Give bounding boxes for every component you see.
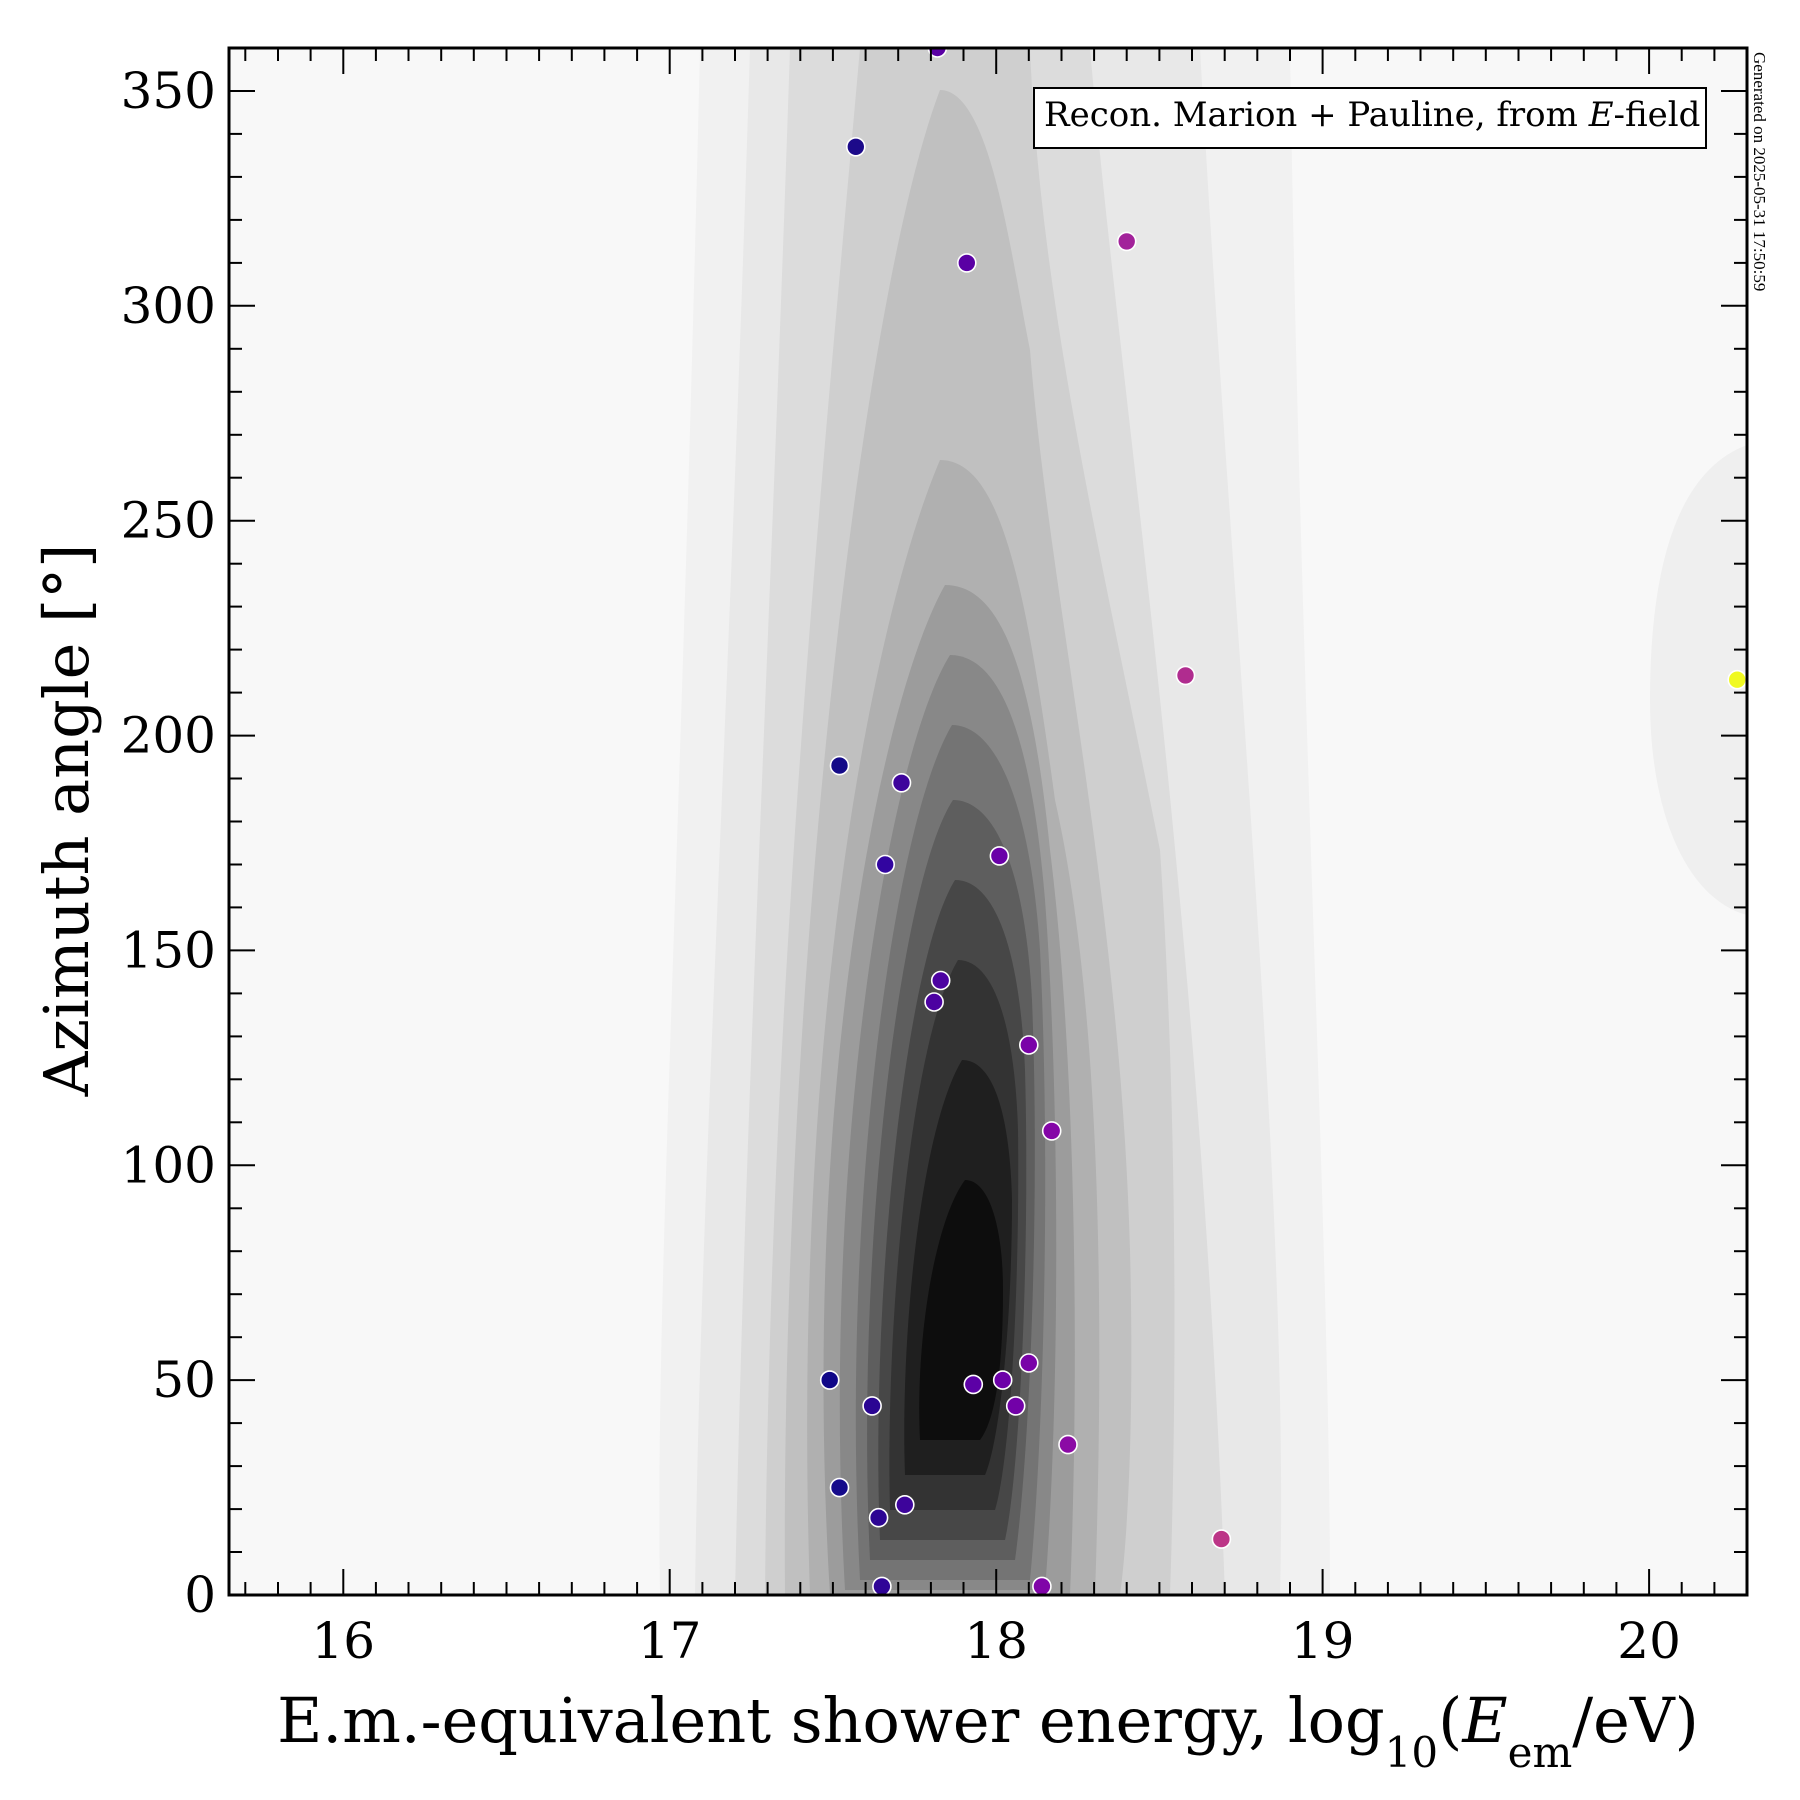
y-tick-label-50: 50 <box>152 1351 216 1409</box>
x-axis-label-sub: 10 <box>1385 1728 1438 1777</box>
axis-ticks <box>229 47 1748 1596</box>
x-tick-label-16: 16 <box>311 1612 375 1670</box>
data-point-1 <box>845 137 866 157</box>
y-axis-label: Azimuth angle [°] <box>30 544 103 1098</box>
contour-level-14 <box>919 1180 1003 1440</box>
x-tick-label-20: 20 <box>1617 1612 1681 1670</box>
legend-frame <box>1033 87 1707 149</box>
data-point-3 <box>1116 231 1137 252</box>
data-point-12 <box>1041 1121 1062 1141</box>
data-point-22 <box>1005 1396 1026 1416</box>
data-point-13 <box>819 1370 840 1390</box>
y-tick-label-0: 0 <box>184 1566 216 1624</box>
x-axis-label-main: E.m.-equivalent shower energy, log <box>277 1684 1385 1757</box>
y-tick-label-200: 200 <box>121 707 216 765</box>
legend-box: Recon. Marion + Pauline, from E-field <box>1033 87 1707 149</box>
x-axis-label-open: ( <box>1438 1684 1462 1757</box>
legend-prefix: Recon. Marion + Pauline, from <box>1044 95 1589 135</box>
x-tick-labels: 16 17 18 19 20 <box>311 1612 1680 1670</box>
data-point-14 <box>862 1396 882 1416</box>
y-tick-label-300: 300 <box>121 277 216 335</box>
data-point-21 <box>1019 1353 1039 1373</box>
data-point-0 <box>927 48 948 58</box>
x-axis-label-var-sub: em <box>1508 1728 1573 1777</box>
data-point-11 <box>1019 1035 1039 1055</box>
data-point-26 <box>1727 669 1747 690</box>
generated-note: Generated on 2025-05-31 17:50:59 <box>1750 52 1769 291</box>
data-point-17 <box>894 1495 915 1515</box>
legend-suffix: -field <box>1614 95 1701 135</box>
x-tick-label-18: 18 <box>964 1612 1028 1670</box>
legend-text: Recon. Marion + Pauline, from E-field <box>1044 95 1700 135</box>
y-tick-label-100: 100 <box>121 1136 216 1194</box>
data-point-19 <box>963 1374 984 1395</box>
plot-area <box>227 46 1749 1597</box>
x-axis-label: E.m.-equivalent shower energy, log10(Eem… <box>277 1684 1699 1777</box>
data-point-15 <box>829 1477 850 1498</box>
y-tick-label-250: 250 <box>121 492 216 550</box>
data-point-25 <box>1211 1529 1232 1549</box>
data-point-24 <box>1032 1576 1052 1595</box>
data-point-5 <box>829 755 850 776</box>
x-tick-label-17: 17 <box>638 1612 702 1670</box>
data-point-2 <box>956 253 977 273</box>
legend-var: E <box>1588 95 1614 135</box>
x-tick-label-19: 19 <box>1291 1612 1355 1670</box>
data-point-16 <box>868 1507 889 1528</box>
data-point-18 <box>872 1576 892 1595</box>
y-tick-labels: 0 50 100 150 200 250 300 350 <box>121 62 216 1624</box>
data-point-23 <box>1058 1434 1078 1455</box>
data-point-8 <box>989 846 1010 866</box>
data-point-10 <box>924 992 944 1012</box>
y-tick-label-150: 150 <box>121 921 216 979</box>
scatter-points <box>819 48 1747 1595</box>
x-axis-label-close: /eV) <box>1572 1684 1699 1757</box>
data-point-7 <box>875 854 896 875</box>
x-axis-label-var: E <box>1461 1684 1507 1757</box>
data-point-4 <box>1175 665 1196 686</box>
data-point-9 <box>930 970 951 991</box>
density-contours <box>659 48 1747 1595</box>
data-point-6 <box>891 772 912 793</box>
contour-right-blob <box>1650 445 1747 915</box>
data-point-20 <box>992 1370 1013 1390</box>
y-tick-label-350: 350 <box>121 62 216 120</box>
